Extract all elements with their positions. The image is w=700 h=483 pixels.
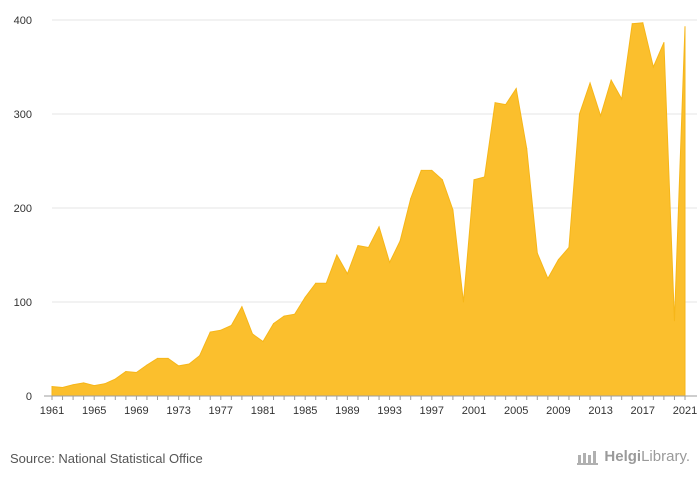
data-point-2008	[547, 278, 549, 279]
data-point-2002	[484, 176, 486, 178]
logo-text-light: Library.	[641, 448, 690, 465]
data-point-1999	[452, 209, 454, 211]
x-tick-label-1997: 1997	[420, 405, 444, 417]
data-point-1983	[283, 315, 285, 317]
y-tick-label-300: 300	[14, 109, 32, 121]
y-tick-label-100: 100	[14, 297, 32, 309]
data-point-1992	[378, 226, 380, 228]
data-point-2021	[684, 26, 686, 28]
x-tick-label-2001: 2001	[462, 405, 486, 417]
y-tick-label-400: 400	[14, 15, 32, 27]
data-point-1961	[51, 386, 53, 388]
data-point-1996	[420, 169, 422, 171]
y-tick-label-0: 0	[26, 391, 32, 403]
source-note: Source: National Statistical Office	[10, 451, 203, 466]
x-tick-label-1985: 1985	[293, 405, 317, 417]
data-point-1998	[441, 179, 443, 181]
x-tick-label-1977: 1977	[209, 405, 233, 417]
data-point-2019	[663, 42, 665, 44]
data-point-2001	[473, 179, 475, 181]
data-point-1978	[230, 325, 232, 326]
data-point-1993	[389, 262, 391, 264]
data-point-2017	[642, 22, 644, 24]
data-point-1962	[62, 387, 64, 389]
data-point-1984	[294, 313, 296, 315]
data-point-1970	[146, 364, 148, 366]
data-point-1971	[157, 357, 158, 359]
data-point-1990	[357, 245, 359, 247]
data-point-1988	[336, 254, 338, 256]
data-point-2012	[589, 82, 591, 84]
data-point-1963	[72, 384, 74, 386]
area-series	[51, 22, 686, 397]
data-point-1981	[262, 340, 264, 342]
data-point-2013	[600, 115, 602, 117]
x-tick-label-2021: 2021	[673, 405, 697, 417]
data-point-2005	[515, 88, 517, 90]
data-point-2007	[536, 252, 538, 254]
data-point-1973	[178, 365, 180, 367]
x-tick-label-1973: 1973	[166, 405, 190, 417]
data-point-2000	[462, 301, 464, 303]
area-chart: 0 100 200 300 400 1961 1965 1969 1973 1977 1981 198…	[14, 15, 698, 417]
data-point-1974	[188, 363, 190, 365]
helgi-library-logo: HelgiLibrary.	[576, 448, 690, 465]
logo-text-bold: Helgi	[604, 448, 642, 465]
data-point-1977	[220, 329, 222, 331]
x-tick-label-1965: 1965	[82, 405, 106, 417]
library-building-icon	[577, 450, 599, 465]
data-point-1985	[304, 296, 306, 298]
x-tick-label-2009: 2009	[546, 405, 570, 417]
data-point-2015	[621, 98, 623, 100]
data-point-1964	[83, 382, 85, 384]
data-point-2003	[494, 102, 496, 104]
data-point-1968	[125, 371, 127, 373]
data-point-1972	[167, 357, 169, 359]
data-point-1994	[399, 240, 401, 242]
data-point-1987	[325, 282, 327, 284]
data-point-2006	[526, 148, 528, 150]
x-tick-label-1993: 1993	[377, 405, 401, 417]
data-point-1995	[410, 198, 412, 200]
data-point-1969	[135, 372, 137, 373]
x-tick-label-1969: 1969	[124, 405, 148, 417]
data-point-2011	[579, 113, 580, 115]
data-point-1966	[104, 383, 106, 385]
x-tick-label-1981: 1981	[251, 405, 275, 417]
axes: 0 100 200 300 400 1961 1965 1969 1973 1977 1981 198…	[14, 15, 698, 417]
data-point-1986	[315, 282, 317, 284]
plot-area	[51, 22, 686, 397]
data-point-2020	[673, 320, 675, 322]
x-tick-label-1989: 1989	[335, 405, 359, 417]
data-point-2018	[652, 66, 654, 68]
data-point-1967	[114, 378, 116, 380]
data-point-1979	[241, 306, 243, 308]
data-point-1975	[199, 355, 201, 357]
x-tick-label-2017: 2017	[631, 405, 655, 417]
data-point-1982	[273, 323, 275, 325]
data-point-1997	[431, 169, 433, 171]
data-point-2009	[557, 259, 559, 261]
x-tick-label-1961: 1961	[40, 405, 64, 417]
data-point-1989	[346, 273, 348, 275]
x-tick-label-2013: 2013	[588, 405, 612, 417]
data-point-2016	[631, 23, 633, 25]
data-point-1991	[368, 246, 369, 248]
data-point-2010	[568, 246, 570, 248]
data-point-1965	[93, 385, 95, 387]
data-point-2004	[505, 104, 507, 106]
data-point-2014	[610, 79, 612, 81]
x-tick-label-2005: 2005	[504, 405, 528, 417]
data-point-1980	[251, 333, 253, 335]
data-point-1976	[209, 331, 211, 333]
y-tick-label-200: 200	[14, 203, 32, 215]
